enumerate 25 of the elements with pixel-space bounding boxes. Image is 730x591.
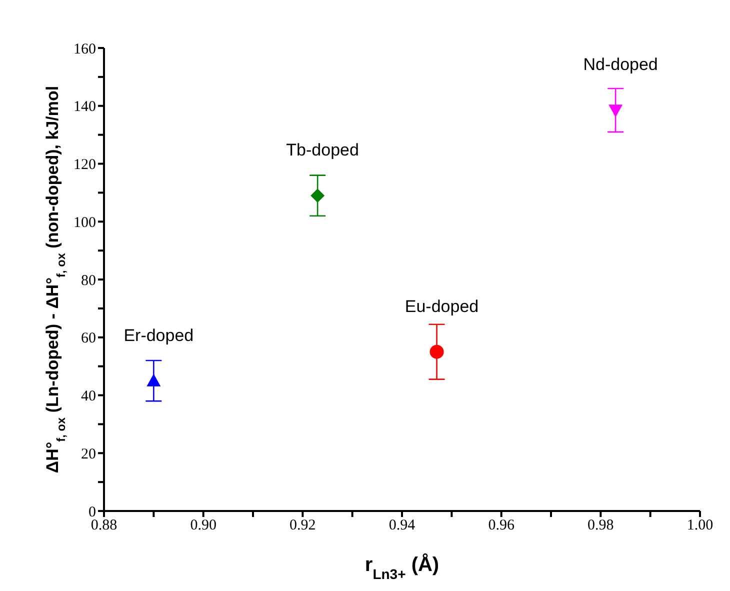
text: Eu-doped <box>404 296 479 316</box>
point <box>146 374 161 386</box>
y-tick-label: 160 <box>74 41 96 58</box>
y-tick-label: 20 <box>81 446 96 462</box>
point <box>430 344 444 359</box>
y-tick-label: 100 <box>74 214 96 231</box>
x-tick-label: 0.94 <box>388 518 416 534</box>
x-tick-label: 0.88 <box>90 518 118 534</box>
x-tick-label: 1.00 <box>686 518 714 534</box>
y-tick-label: 120 <box>74 157 96 174</box>
y-tick-label: 40 <box>81 388 96 405</box>
y-tick-label: 140 <box>74 99 96 116</box>
point <box>310 188 325 203</box>
x-tick-label: 0.90 <box>190 518 216 534</box>
text: Tb-doped <box>286 140 359 160</box>
y-tick-label: 60 <box>81 330 96 347</box>
point <box>608 104 623 118</box>
y-tick-label: 80 <box>81 272 96 289</box>
text: Nd-doped <box>583 55 658 74</box>
y-tick-label: 0 <box>88 504 96 520</box>
text: Er-doped <box>124 326 194 345</box>
x-tick-label: 0.92 <box>290 518 316 534</box>
x-tick-label: 0.98 <box>588 518 614 534</box>
x-tick-label: 0.96 <box>488 518 515 534</box>
x-axis-title: r$_{Ln3+}$ (Å) <box>364 553 440 582</box>
